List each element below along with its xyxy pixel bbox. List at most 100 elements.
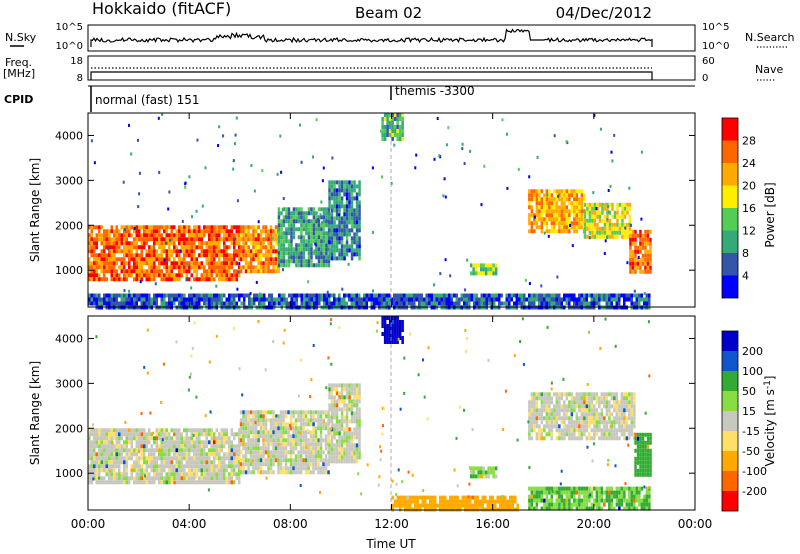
heatmap-cell-0-7 xyxy=(626,226,629,231)
heatmap-cell-0-0 xyxy=(105,245,108,250)
heatmap-cell-1-0 xyxy=(223,436,226,441)
heatmap-cell-0-2 xyxy=(302,247,306,252)
heatmap-cell-0-6 xyxy=(563,225,566,230)
heatmap-cell-0-9 xyxy=(315,293,318,298)
heatmap-cell-1-0 xyxy=(158,464,161,469)
heatmap-cell-0-2 xyxy=(277,207,281,212)
heatmap-cell-0-3 xyxy=(348,196,351,201)
heatmap-cell-0-7 xyxy=(603,214,607,219)
heatmap-cell-1-0 xyxy=(178,452,181,457)
heatmap-cell-0-0 xyxy=(205,229,208,234)
heatmap-cell-1-0 xyxy=(200,472,203,477)
heatmap-cell-0-9 xyxy=(428,301,431,306)
heatmap-cell-1-1 xyxy=(277,430,280,435)
heatmap-cell-0-0 xyxy=(208,265,211,270)
heatmap-cell-1-0 xyxy=(228,452,231,457)
heatmap-cell-1-1 xyxy=(299,438,303,443)
heatmap-cell-1-0 xyxy=(238,444,241,449)
heatmap-cell-1-0 xyxy=(150,468,153,473)
heatmap-cell-1-0 xyxy=(90,452,93,457)
heatmap-cell-0-2 xyxy=(297,247,301,252)
heatmap-cell-1-1 xyxy=(297,434,300,439)
heatmap-cell-0-0 xyxy=(205,241,208,246)
heatmap-cell-1-1 xyxy=(297,462,300,467)
heatmap-cell-0-9 xyxy=(283,293,286,298)
heatmap-cell-0-9 xyxy=(295,293,298,298)
heatmap-cell-0-0 xyxy=(148,273,151,278)
heatmap-cell-0-0 xyxy=(228,261,231,266)
heatmap-cell-1-5 xyxy=(580,412,584,417)
heatmap-cell-0-9 xyxy=(533,297,536,302)
heatmap-cell-0-0 xyxy=(163,273,166,278)
heatmap-cell-0-9 xyxy=(490,297,493,302)
heatmap-cell-0-6 xyxy=(538,225,541,230)
heatmap-cell-1-0 xyxy=(203,428,206,433)
heatmap-cell-0-0 xyxy=(218,245,221,250)
heatmap-cell-0-7 xyxy=(616,202,619,207)
heatmap-cell-1-5 xyxy=(530,424,534,429)
heatmap-cell-0-9 xyxy=(613,293,616,298)
heatmap-cell-0-2 xyxy=(300,259,303,264)
heatmap-cell-1-0 xyxy=(138,472,141,477)
heatmap-cell-0-0 xyxy=(198,225,201,230)
heatmap-cell-1-1 xyxy=(327,470,330,475)
heatmap-cell-0-6 xyxy=(580,201,584,206)
heatmap-cell-0-9 xyxy=(223,293,226,298)
heatmap-cell-1-5 xyxy=(560,396,564,401)
heatmap-cell-1-5 xyxy=(545,412,549,417)
heatmap-cell-0-0 xyxy=(148,229,151,234)
heatmap-cell-0-0 xyxy=(228,277,231,282)
heatmap-cell-0-9 xyxy=(418,297,421,302)
heatmap-cell-1-5 xyxy=(535,404,539,409)
heatmap-cell-0-3 xyxy=(343,232,346,237)
heatmap-cell-1-0 xyxy=(213,440,216,445)
heatmap-cell-0-0 xyxy=(200,245,203,250)
heatmap-cell-0-8 xyxy=(629,249,632,254)
heatmap-cell-0-0 xyxy=(123,261,126,266)
heatmap-cell-0-0 xyxy=(193,261,196,266)
heatmap-cell-1-0 xyxy=(88,436,91,441)
heatmap-cell-0-9 xyxy=(623,293,626,298)
heatmap-cell-0-9 xyxy=(413,301,416,306)
heatmap-cell-0-6 xyxy=(555,201,559,206)
heatmap-noise-0 xyxy=(603,252,606,255)
heatmap-noise-0 xyxy=(483,164,486,168)
heatmap-cell-1-5 xyxy=(630,424,634,429)
heatmap-cell-0-0 xyxy=(145,261,148,266)
heatmap-cell-0-2 xyxy=(287,219,291,224)
heatmap-cell-0-2 xyxy=(300,215,303,220)
heatmap-noise-0 xyxy=(232,167,235,171)
heatmap-cell-1-5 xyxy=(550,416,554,421)
heatmap-cell-1-0 xyxy=(170,448,173,453)
heatmap-cell-0-9 xyxy=(450,297,453,302)
heatmap-cell-1-5 xyxy=(545,424,549,429)
heatmap-cell-1-1 xyxy=(299,450,303,455)
station-title: Hokkaido (fitACF) xyxy=(92,0,231,18)
heatmap-cell-1-0 xyxy=(225,456,228,461)
heatmap-cell-0-0 xyxy=(168,265,171,270)
heatmap-cell-1-0 xyxy=(198,460,201,465)
heatmap-cell-0-0 xyxy=(148,261,151,266)
heatmap-cell-1-0 xyxy=(223,476,226,481)
heatmap-cell-0-0 xyxy=(110,269,113,274)
heatmap-cell-0-9 xyxy=(128,297,131,302)
heatmap-cell-0-3 xyxy=(345,236,349,241)
heatmap-cell-1-5 xyxy=(620,420,624,425)
heatmap-cell-0-9 xyxy=(143,293,146,298)
heatmap-cell-1-4 xyxy=(484,470,488,475)
heatmap-cell-1-0 xyxy=(128,480,131,485)
heatmap-cell-1-5 xyxy=(583,400,586,405)
heatmap-cell-0-9 xyxy=(95,293,98,298)
heatmap-noise-0 xyxy=(380,129,382,133)
heatmap-cell-1-0 xyxy=(120,432,123,437)
heatmap-cell-0-9 xyxy=(150,297,153,302)
heatmap-cell-1-1 xyxy=(327,434,330,439)
heatmap-cell-1-0 xyxy=(233,480,236,485)
heatmap-cell-0-3 xyxy=(348,212,351,217)
heatmap-cell-0-0 xyxy=(215,225,218,230)
heatmap-cell-1-1 xyxy=(292,410,295,415)
heatmap-cell-0-1 xyxy=(247,237,250,242)
heatmap-cell-0-2 xyxy=(300,251,303,256)
heatmap-cell-1-5 xyxy=(545,392,549,397)
heatmap-cell-1-1 xyxy=(279,462,283,467)
